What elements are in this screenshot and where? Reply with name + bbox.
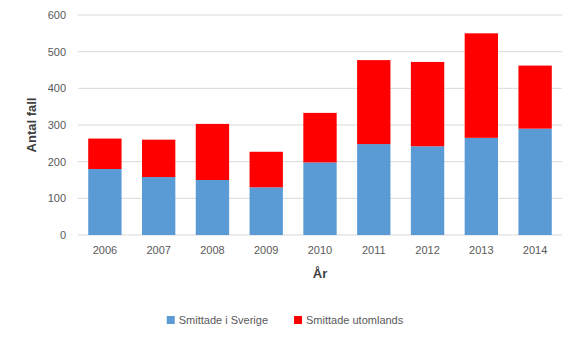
bar [411, 146, 444, 235]
bar [357, 60, 390, 144]
y-tick-label: 400 [48, 82, 66, 94]
bar [196, 180, 229, 235]
x-tick-label: 2007 [146, 244, 170, 256]
x-tick-label: 2013 [469, 244, 493, 256]
bar [518, 66, 551, 129]
y-tick-label: 300 [48, 119, 66, 131]
bar [411, 62, 444, 146]
bar [250, 152, 283, 188]
bar [142, 177, 175, 235]
legend-label: Smittade utomlands [306, 314, 404, 326]
y-tick-label: 100 [48, 192, 66, 204]
bar [303, 162, 336, 235]
bar [465, 138, 498, 235]
y-tick-label: 600 [48, 9, 66, 21]
bar [88, 169, 121, 235]
y-axis-label: Antal fall [24, 98, 39, 153]
bar [303, 113, 336, 162]
x-tick-label: 2008 [200, 244, 224, 256]
x-tick-label: 2009 [254, 244, 278, 256]
bar [465, 33, 498, 138]
legend-swatch [294, 316, 302, 324]
y-tick-label: 500 [48, 46, 66, 58]
y-tick-label: 0 [60, 229, 66, 241]
bar [357, 144, 390, 235]
x-tick-label: 2006 [93, 244, 117, 256]
legend-label: Smittade i Sverige [179, 314, 268, 326]
legend: Smittade i Sverige Smittade utomlands [167, 314, 404, 326]
x-tick-label: 2012 [415, 244, 439, 256]
bar [142, 140, 175, 177]
bar [196, 124, 229, 180]
chart: 0 100 200 300 400 500 600 2006 2007 2008 2009 2010 2… [0, 0, 570, 342]
x-tick-label: 2014 [523, 244, 547, 256]
legend-swatch [167, 316, 175, 324]
bar [250, 187, 283, 235]
bar [518, 129, 551, 235]
bar [88, 139, 121, 169]
x-axis-label: År [313, 266, 327, 281]
x-tick-label: 2010 [308, 244, 332, 256]
y-tick-label: 200 [48, 156, 66, 168]
x-tick-label: 2011 [362, 244, 386, 256]
grid-line [78, 15, 562, 16]
bars [88, 33, 552, 235]
